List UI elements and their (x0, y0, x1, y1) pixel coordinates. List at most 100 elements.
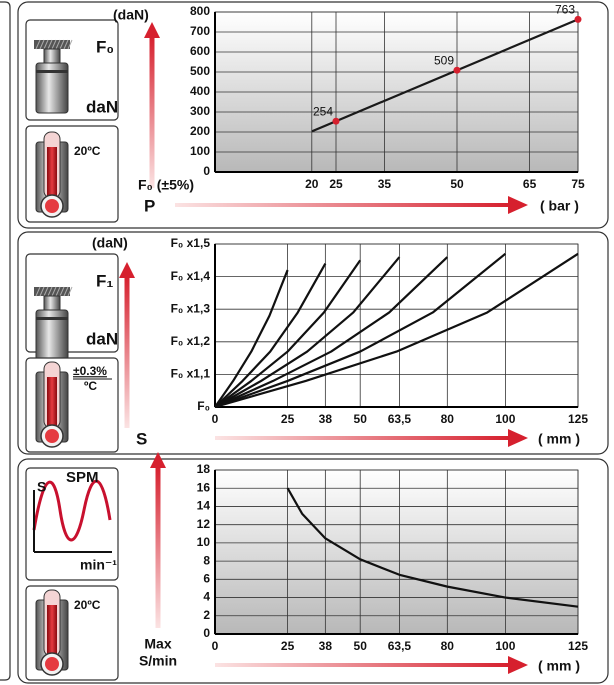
icon-hatch (35, 286, 41, 297)
x-tick-label: 125 (568, 639, 588, 653)
icon-stroke: S (37, 479, 46, 495)
data-point (453, 66, 461, 74)
y-tick-label: 18 (197, 462, 211, 476)
icon-tol-unit: ºC (84, 379, 97, 393)
y-tick-label: 2 (203, 608, 210, 622)
y-tick-label: 4 (203, 590, 210, 604)
icon-hatch (63, 39, 69, 50)
icon-spm: SPM (66, 469, 99, 486)
y-tick-label: F₀ x1,5 (171, 236, 211, 250)
axis-label: S (136, 429, 147, 448)
y-tick-label: 300 (190, 104, 210, 118)
data-point (332, 117, 340, 125)
x-tick-label: 20 (305, 177, 319, 191)
x-tick-label: 80 (441, 639, 455, 653)
series-line (311, 18, 579, 133)
icon-rod (43, 48, 61, 64)
y-tick-label: 8 (203, 553, 210, 567)
icon-hatch (59, 39, 65, 50)
y-tick-label: 200 (190, 124, 210, 138)
y-tick-label: F₀ x1,3 (171, 301, 211, 315)
arrow-head (508, 429, 528, 447)
icon-mercury (47, 377, 57, 428)
icon-hatch (35, 39, 41, 50)
y-tick-label: F₀ x1,1 (171, 367, 211, 381)
icon-hatch (43, 39, 49, 50)
icon-hatch (47, 286, 53, 297)
icon-ring (36, 317, 68, 320)
axis-label: F₀ (±5%) (138, 177, 194, 193)
icon-mercury (47, 147, 57, 198)
y-tick-label: F₀ (197, 399, 210, 413)
y-tick-label: 100 (190, 144, 210, 158)
arrow-head (508, 196, 528, 214)
x-tick-label: 25 (329, 177, 343, 191)
arrow-head (508, 656, 528, 674)
series-line (214, 263, 327, 408)
series-line (214, 269, 289, 408)
icon-hatch (63, 286, 69, 297)
icon-temp: 20ºC (74, 144, 101, 158)
arrow-shaft (215, 663, 510, 667)
x-tick-label: 75 (571, 177, 585, 191)
icon-hatch (59, 286, 65, 297)
arrow-shaft (215, 436, 510, 440)
arrow-shaft (175, 203, 510, 207)
axis-label: (daN) (92, 235, 128, 251)
icon-hatch (43, 286, 49, 297)
x-tick-label: 35 (378, 177, 392, 191)
y-tick-label: 800 (190, 4, 210, 18)
axis-label: P (144, 196, 155, 215)
icon-head (34, 40, 70, 49)
y-tick-label: F₀ x1,4 (171, 269, 211, 283)
x-tick-label: 0 (212, 639, 219, 653)
data-label: 763 (555, 3, 575, 17)
y-tick-label: 12 (197, 517, 211, 531)
icon-hatch (67, 286, 73, 297)
icon-force: F₀ (96, 37, 114, 56)
adjacent-panel-edge (0, 1, 11, 681)
y-tick-label: 0 (203, 626, 210, 640)
icon-rod (43, 295, 61, 311)
x-tick-label: 38 (319, 639, 333, 653)
y-tick-label: 600 (190, 44, 210, 58)
icon-hatch (55, 286, 61, 297)
arrow-shaft (149, 36, 155, 188)
data-label: 254 (313, 104, 333, 118)
y-tick-label: 10 (197, 535, 211, 549)
icon-hatch (51, 286, 57, 297)
icon-hatch (39, 286, 45, 297)
icon-body (35, 62, 69, 114)
icon-ring (36, 70, 68, 73)
icon-hatch (67, 39, 73, 50)
x-tick-label: 25 (281, 639, 295, 653)
arrow-head (144, 22, 160, 38)
axis-label: ( bar ) (540, 198, 579, 214)
icon-unit: daN (86, 329, 118, 348)
x-tick-label: 25 (281, 412, 295, 426)
series-line (214, 259, 362, 408)
data-label: 509 (434, 53, 454, 67)
x-tick-label: 50 (354, 639, 368, 653)
y-tick-label: 400 (190, 84, 210, 98)
axis-label: ( mm ) (538, 431, 580, 447)
icon-hatch (39, 39, 45, 50)
data-point (574, 15, 582, 23)
series-line (214, 256, 449, 409)
y-tick-label: 700 (190, 24, 210, 38)
icon-head (34, 287, 70, 296)
icon-hatch (55, 39, 61, 50)
x-tick-label: 100 (495, 639, 515, 653)
series-line (214, 256, 401, 408)
axis-label: S/min (139, 653, 177, 669)
arrow-head (150, 452, 166, 468)
icon-unit: daN (86, 97, 118, 116)
arrow-head (119, 262, 135, 278)
x-tick-label: 65 (523, 177, 537, 191)
arrow-shaft (124, 276, 130, 428)
icon-mercury (47, 605, 57, 656)
icon-hatch (51, 39, 57, 50)
icon-wave (32, 479, 112, 542)
icon-tol: ±0.3% (73, 364, 107, 378)
